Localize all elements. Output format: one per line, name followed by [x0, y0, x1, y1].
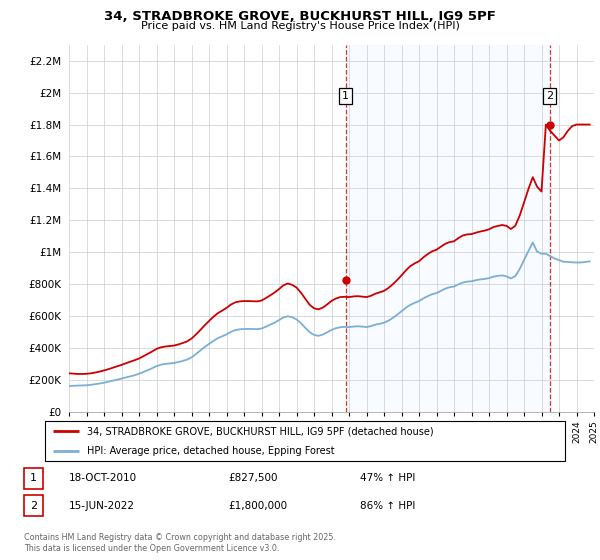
Text: £827,500: £827,500 — [228, 473, 277, 483]
Text: 2: 2 — [546, 91, 553, 101]
Text: 1: 1 — [30, 473, 37, 483]
Text: Price paid vs. HM Land Registry's House Price Index (HPI): Price paid vs. HM Land Registry's House … — [140, 21, 460, 31]
Bar — [346, 45, 550, 412]
Text: 18-OCT-2010: 18-OCT-2010 — [69, 473, 137, 483]
Text: Contains HM Land Registry data © Crown copyright and database right 2025.
This d: Contains HM Land Registry data © Crown c… — [24, 533, 336, 553]
Text: HPI: Average price, detached house, Epping Forest: HPI: Average price, detached house, Eppi… — [87, 446, 335, 456]
Text: 47% ↑ HPI: 47% ↑ HPI — [360, 473, 415, 483]
Text: 34, STRADBROKE GROVE, BUCKHURST HILL, IG9 5PF (detached house): 34, STRADBROKE GROVE, BUCKHURST HILL, IG… — [87, 426, 434, 436]
Text: 15-JUN-2022: 15-JUN-2022 — [69, 501, 135, 511]
FancyBboxPatch shape — [24, 468, 43, 489]
Text: 34, STRADBROKE GROVE, BUCKHURST HILL, IG9 5PF: 34, STRADBROKE GROVE, BUCKHURST HILL, IG… — [104, 10, 496, 23]
Text: £1,800,000: £1,800,000 — [228, 501, 287, 511]
Text: 1: 1 — [342, 91, 349, 101]
FancyBboxPatch shape — [24, 495, 43, 516]
FancyBboxPatch shape — [44, 421, 565, 461]
Text: 2: 2 — [30, 501, 37, 511]
Text: 86% ↑ HPI: 86% ↑ HPI — [360, 501, 415, 511]
